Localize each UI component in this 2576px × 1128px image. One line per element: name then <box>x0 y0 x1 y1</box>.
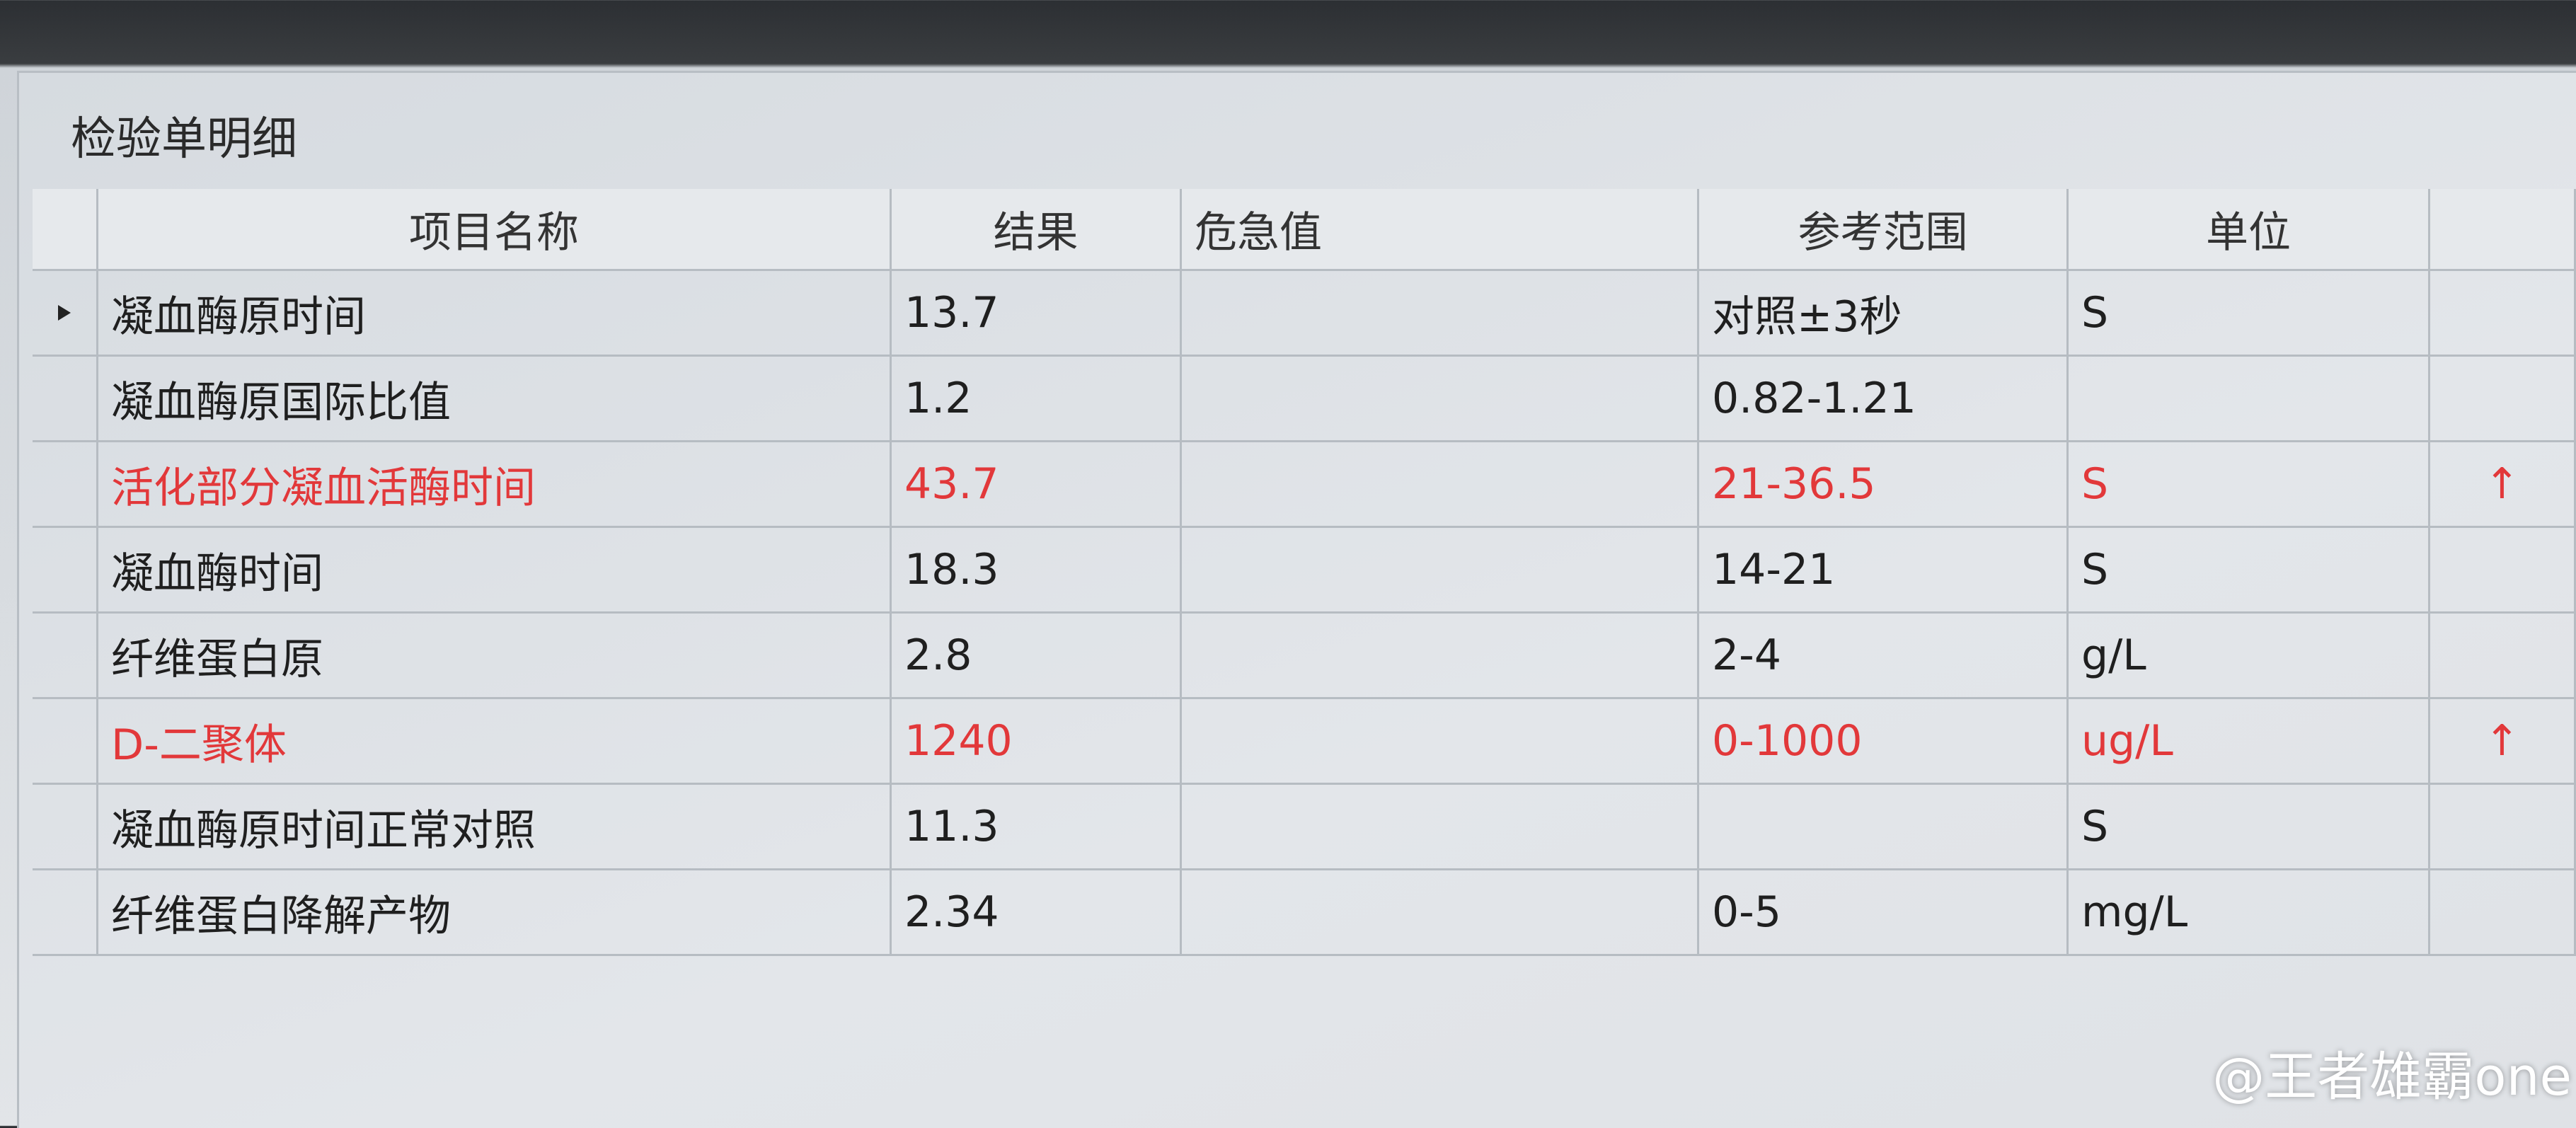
cell-name[interactable]: 纤维蛋白原 <box>98 614 892 699</box>
cell-unit[interactable]: S <box>2069 528 2430 614</box>
column-header <box>33 189 98 271</box>
cell-flag[interactable] <box>2430 785 2576 870</box>
cell-flag[interactable] <box>2430 271 2576 357</box>
column-header: 参考范围 <box>1699 189 2069 271</box>
row-indicator[interactable] <box>33 614 98 699</box>
row-indicator[interactable] <box>33 357 98 442</box>
cell-critical[interactable] <box>1182 271 1699 357</box>
column-header: 项目名称 <box>98 189 892 271</box>
cell-critical[interactable] <box>1182 614 1699 699</box>
cell-reference[interactable]: 0.82-1.21 <box>1699 357 2069 442</box>
cell-critical[interactable] <box>1182 528 1699 614</box>
cell-result[interactable]: 11.3 <box>892 785 1182 870</box>
column-header <box>2430 189 2576 271</box>
cell-name[interactable]: 纤维蛋白降解产物 <box>98 870 892 956</box>
cell-reference[interactable]: 0-5 <box>1699 870 2069 956</box>
row-indicator[interactable] <box>33 699 98 785</box>
panel-title: 检验单明细 <box>71 113 297 166</box>
column-header: 危急值 <box>1182 189 1699 271</box>
cell-name[interactable]: 凝血酶原时间 <box>98 271 892 357</box>
cell-name[interactable]: 活化部分凝血活酶时间 <box>98 442 892 528</box>
column-header: 结果 <box>892 189 1182 271</box>
cell-flag[interactable] <box>2430 357 2576 442</box>
cell-unit[interactable]: ug/L <box>2069 699 2430 785</box>
cell-unit[interactable]: S <box>2069 785 2430 870</box>
cell-unit[interactable]: S <box>2069 442 2430 528</box>
cell-flag[interactable]: ↑ <box>2430 442 2576 528</box>
row-indicator[interactable] <box>33 528 98 614</box>
cell-result[interactable]: 2.34 <box>892 870 1182 956</box>
cell-reference[interactable]: 21-36.5 <box>1699 442 2069 528</box>
row-indicator[interactable] <box>33 785 98 870</box>
cell-reference[interactable]: 对照±3秒 <box>1699 271 2069 357</box>
cell-critical[interactable] <box>1182 870 1699 956</box>
cell-unit[interactable]: S <box>2069 271 2430 357</box>
cell-critical[interactable] <box>1182 357 1699 442</box>
cell-name[interactable]: 凝血酶原国际比值 <box>98 357 892 442</box>
cell-reference[interactable]: 2-4 <box>1699 614 2069 699</box>
cell-critical[interactable] <box>1182 442 1699 528</box>
cell-name[interactable]: 凝血酶原时间正常对照 <box>98 785 892 870</box>
cell-result[interactable]: 1240 <box>892 699 1182 785</box>
cell-unit[interactable]: mg/L <box>2069 870 2430 956</box>
cell-flag[interactable] <box>2430 528 2576 614</box>
cell-critical[interactable] <box>1182 785 1699 870</box>
cell-result[interactable]: 18.3 <box>892 528 1182 614</box>
row-indicator[interactable] <box>33 271 98 357</box>
cell-unit[interactable] <box>2069 357 2430 442</box>
cell-critical[interactable] <box>1182 699 1699 785</box>
cell-result[interactable]: 1.2 <box>892 357 1182 442</box>
cell-reference[interactable]: 14-21 <box>1699 528 2069 614</box>
cell-name[interactable]: 凝血酶时间 <box>98 528 892 614</box>
row-pointer <box>58 305 71 321</box>
cell-result[interactable]: 13.7 <box>892 271 1182 357</box>
cell-result[interactable]: 43.7 <box>892 442 1182 528</box>
cell-reference[interactable]: 0-1000 <box>1699 699 2069 785</box>
row-indicator[interactable] <box>33 442 98 528</box>
cell-result[interactable]: 2.8 <box>892 614 1182 699</box>
column-header: 单位 <box>2069 189 2430 271</box>
watermark: @王者雄霸one <box>2212 1047 2572 1107</box>
cell-flag[interactable] <box>2430 870 2576 956</box>
row-indicator[interactable] <box>33 870 98 956</box>
cell-name[interactable]: D-二聚体 <box>98 699 892 785</box>
cell-flag[interactable] <box>2430 614 2576 699</box>
cell-unit[interactable]: g/L <box>2069 614 2430 699</box>
cell-flag[interactable]: ↑ <box>2430 699 2576 785</box>
cell-reference[interactable] <box>1699 785 2069 870</box>
